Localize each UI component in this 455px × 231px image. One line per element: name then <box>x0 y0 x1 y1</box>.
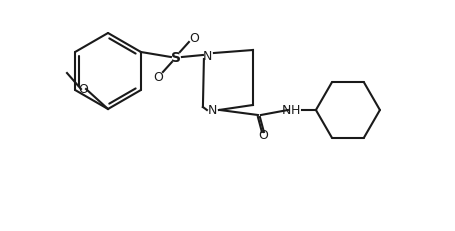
Text: N: N <box>208 104 217 117</box>
Text: N: N <box>203 49 212 62</box>
Text: O: O <box>152 71 162 84</box>
Text: H: H <box>291 104 300 117</box>
Text: N: N <box>282 104 291 117</box>
Text: O: O <box>258 129 267 142</box>
Text: O: O <box>78 83 88 96</box>
Text: O: O <box>188 31 198 44</box>
Text: S: S <box>171 51 181 65</box>
